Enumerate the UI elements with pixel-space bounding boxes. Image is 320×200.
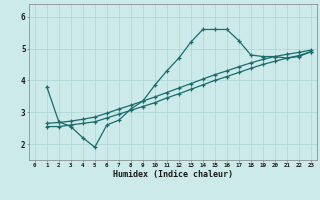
X-axis label: Humidex (Indice chaleur): Humidex (Indice chaleur) [113, 170, 233, 179]
